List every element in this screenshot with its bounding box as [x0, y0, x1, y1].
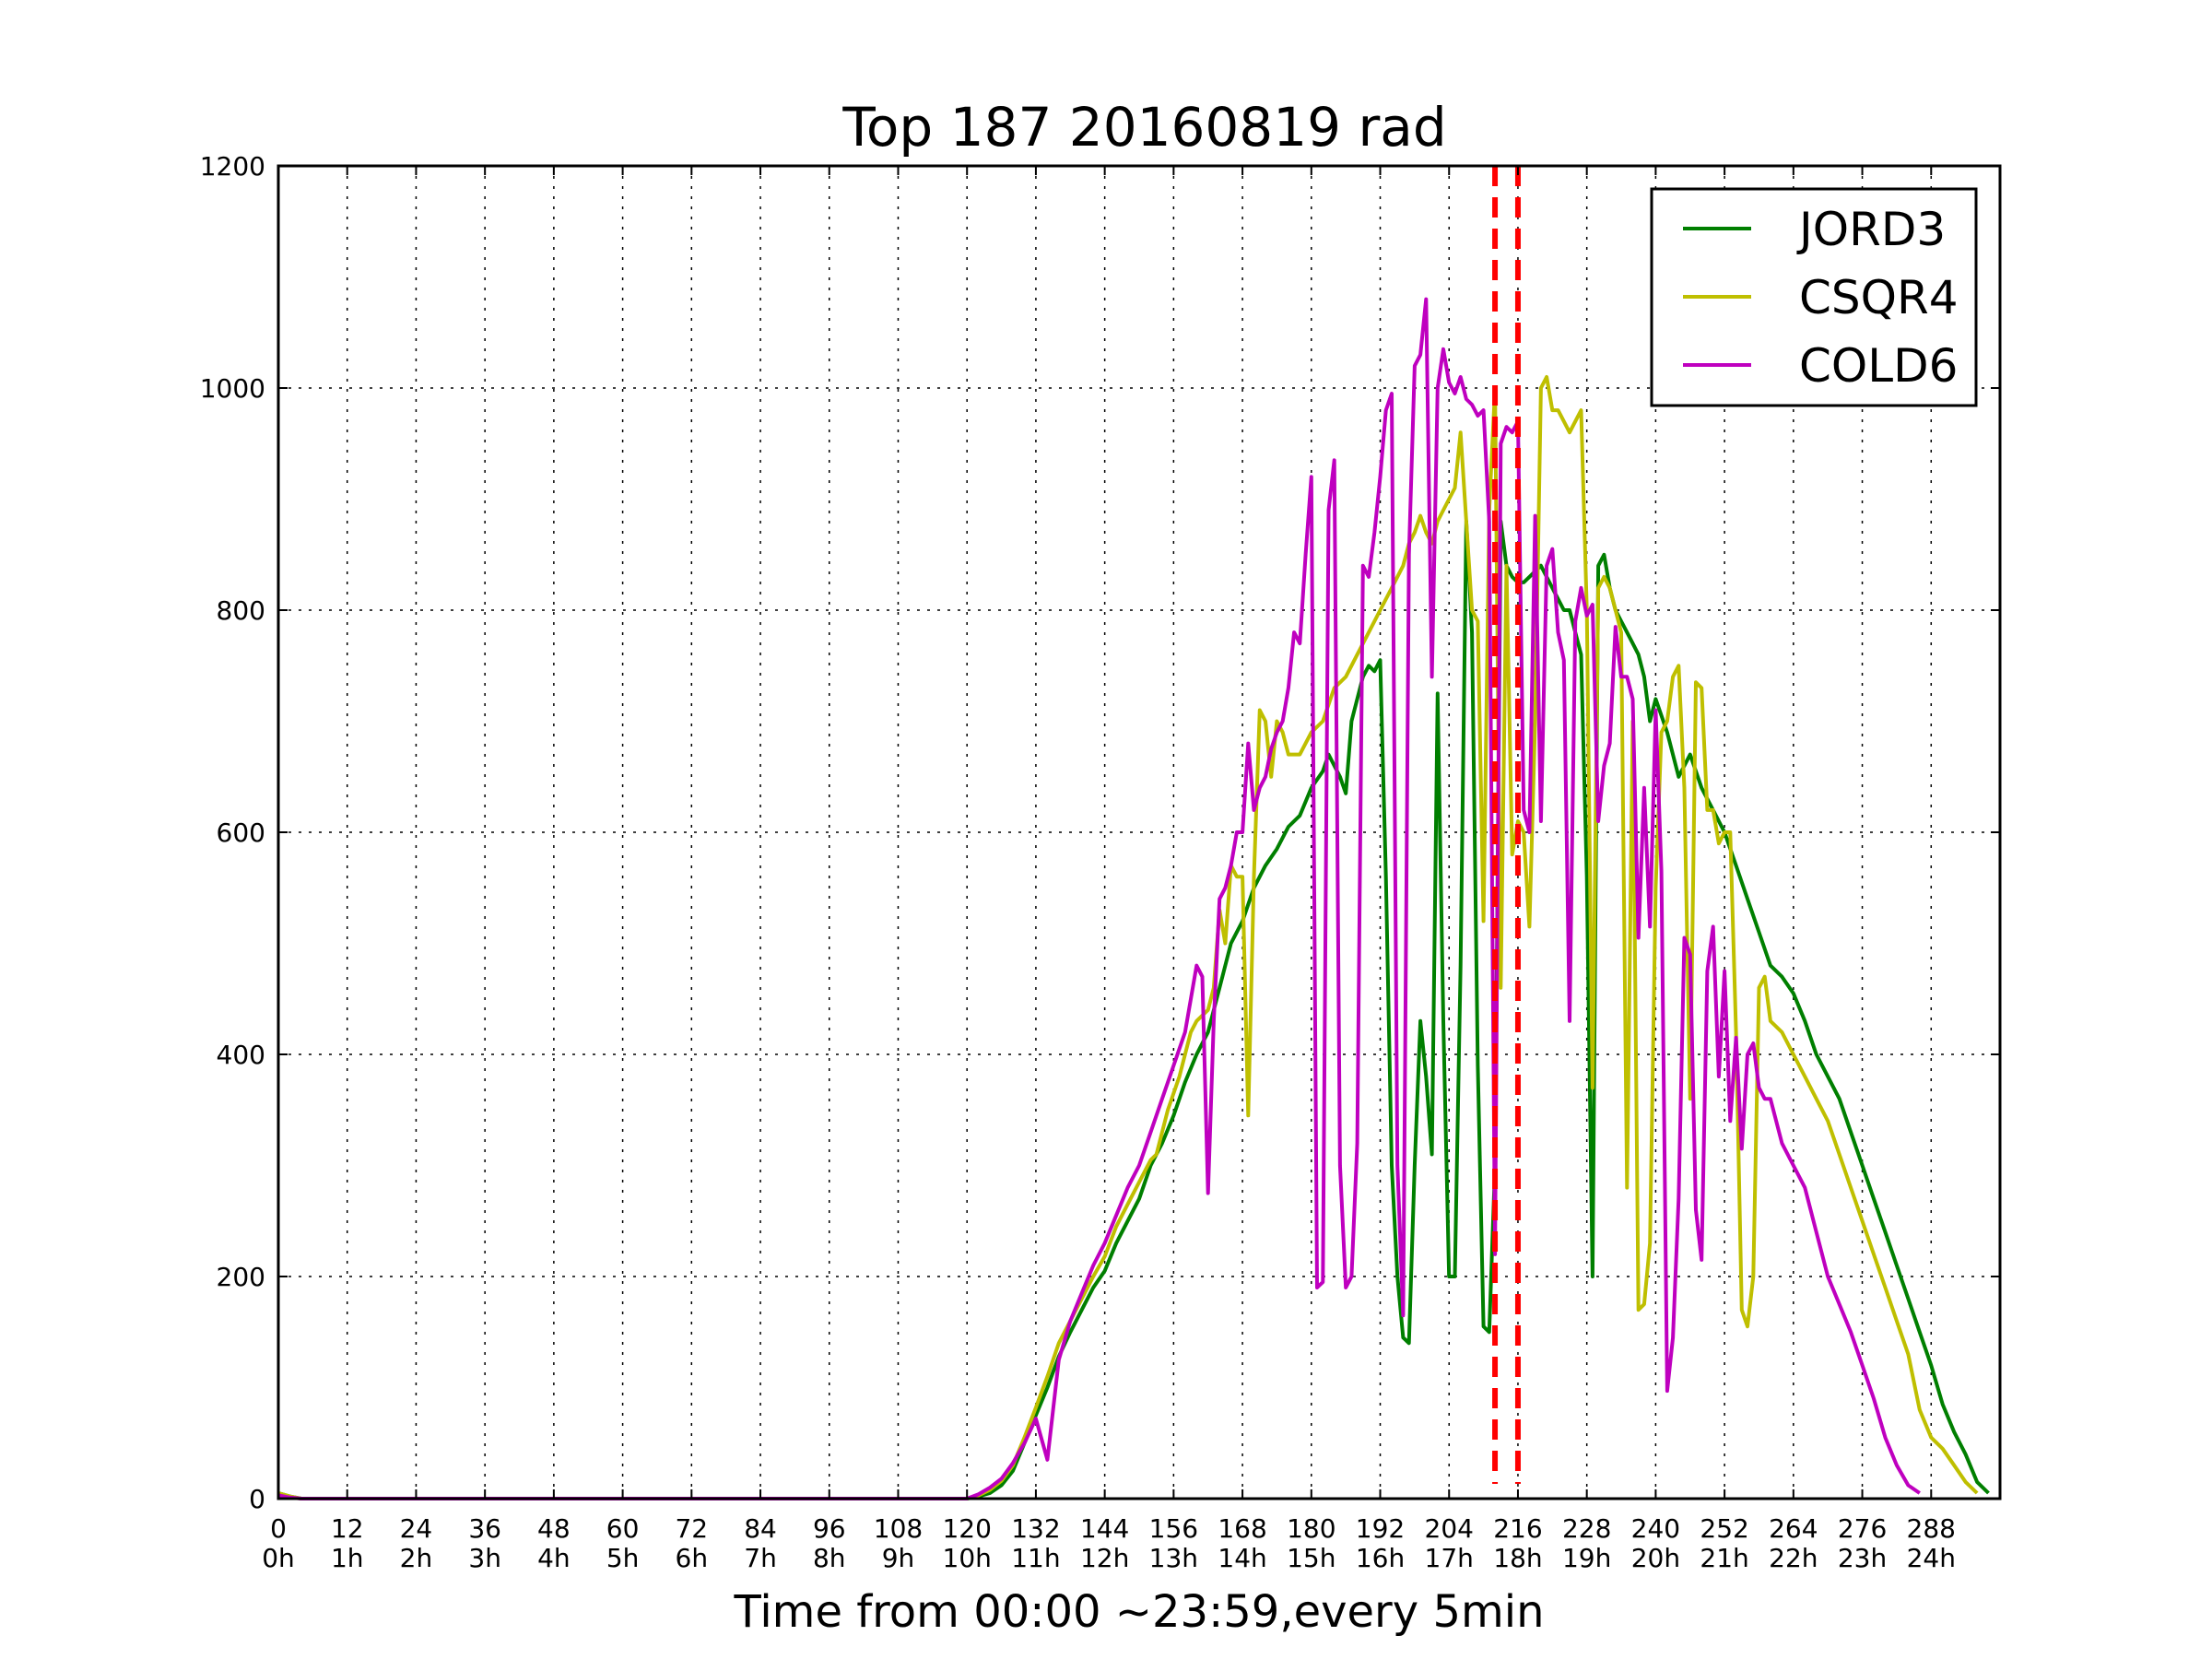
y-tick-label: 1200 — [200, 151, 265, 182]
x-tick-sublabel: 0h — [262, 1543, 295, 1573]
x-tick-sublabel: 4h — [537, 1543, 571, 1573]
x-tick-sublabel: 3h — [468, 1543, 501, 1573]
x-tick-label: 108 — [874, 1513, 923, 1544]
x-tick-sublabel: 21h — [1700, 1543, 1748, 1573]
x-tick-sublabel: 9h — [882, 1543, 915, 1573]
x-tick-label: 216 — [1493, 1513, 1542, 1544]
y-tick-label: 200 — [217, 1262, 265, 1292]
y-tick-label: 800 — [217, 595, 265, 626]
legend-label-cold6: COLD6 — [1799, 339, 1958, 393]
legend-label-jord3: JORD3 — [1796, 203, 1946, 256]
x-tick-label: 192 — [1356, 1513, 1405, 1544]
x-tick-label: 36 — [468, 1513, 501, 1544]
x-tick-label: 288 — [1907, 1513, 1956, 1544]
x-tick-sublabel: 14h — [1218, 1543, 1266, 1573]
x-tick-label: 228 — [1562, 1513, 1611, 1544]
x-tick-sublabel: 1h — [331, 1543, 364, 1573]
x-tick-label: 264 — [1769, 1513, 1818, 1544]
x-tick-sublabel: 10h — [943, 1543, 992, 1573]
x-tick-label: 132 — [1011, 1513, 1060, 1544]
x-tick-sublabel: 17h — [1425, 1543, 1474, 1573]
x-tick-sublabel: 19h — [1562, 1543, 1611, 1573]
x-tick-sublabel: 5h — [606, 1543, 640, 1573]
x-tick-sublabel: 16h — [1356, 1543, 1405, 1573]
x-tick-sublabel: 2h — [400, 1543, 433, 1573]
x-tick-sublabel: 20h — [1631, 1543, 1680, 1573]
axis-ticks: 00h121h242h363h484h605h726h847h968h1089h… — [200, 151, 2000, 1573]
x-tick-label: 156 — [1149, 1513, 1198, 1544]
x-tick-label: 276 — [1838, 1513, 1887, 1544]
legend: JORD3 CSQR4 COLD6 — [1650, 187, 1978, 407]
y-tick-label: 0 — [249, 1484, 265, 1514]
y-tick-label: 600 — [217, 818, 265, 848]
x-tick-label: 0 — [270, 1513, 287, 1544]
x-tick-label: 252 — [1700, 1513, 1748, 1544]
x-tick-sublabel: 12h — [1080, 1543, 1129, 1573]
x-tick-label: 84 — [744, 1513, 777, 1544]
chart-title: Top 187 20160819 rad — [841, 96, 1446, 159]
x-tick-sublabel: 18h — [1493, 1543, 1542, 1573]
y-tick-label: 400 — [217, 1040, 265, 1070]
x-tick-label: 96 — [813, 1513, 846, 1544]
x-tick-label: 24 — [400, 1513, 433, 1544]
y-tick-label: 1000 — [200, 373, 265, 404]
x-tick-label: 12 — [331, 1513, 364, 1544]
x-tick-label: 240 — [1631, 1513, 1680, 1544]
x-tick-sublabel: 22h — [1769, 1543, 1818, 1573]
x-tick-sublabel: 15h — [1287, 1543, 1335, 1573]
x-tick-label: 60 — [606, 1513, 640, 1544]
plot-series — [277, 166, 1990, 1500]
x-tick-label: 144 — [1080, 1513, 1129, 1544]
legend-label-csqr4: CSQR4 — [1799, 271, 1959, 324]
x-tick-sublabel: 8h — [813, 1543, 846, 1573]
x-tick-label: 120 — [942, 1513, 991, 1544]
x-tick-sublabel: 7h — [744, 1543, 777, 1573]
series-line-cold6 — [277, 297, 1921, 1500]
x-tick-sublabel: 11h — [1011, 1543, 1060, 1573]
x-tick-label: 168 — [1218, 1513, 1266, 1544]
x-tick-sublabel: 24h — [1907, 1543, 1956, 1573]
x-tick-label: 180 — [1287, 1513, 1335, 1544]
x-tick-label: 48 — [537, 1513, 571, 1544]
x-tick-sublabel: 13h — [1149, 1543, 1198, 1573]
x-tick-label: 204 — [1425, 1513, 1474, 1544]
x-axis-label: Time from 00:00 ~23:59,every 5min — [734, 1586, 1545, 1638]
x-tick-sublabel: 6h — [676, 1543, 709, 1573]
x-tick-sublabel: 23h — [1838, 1543, 1887, 1573]
x-tick-label: 72 — [675, 1513, 708, 1544]
